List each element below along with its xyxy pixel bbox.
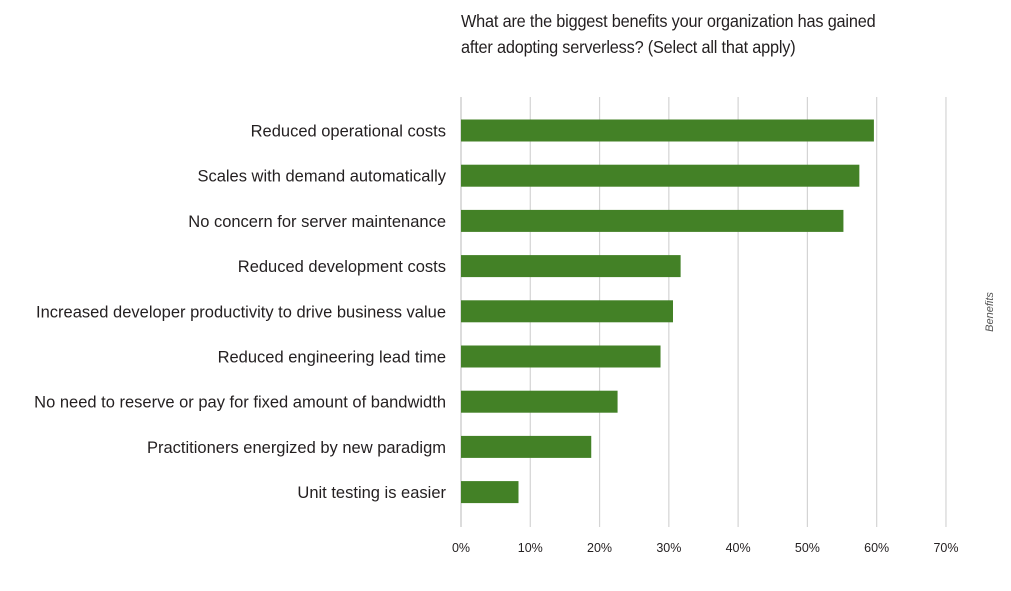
- category-label: Reduced engineering lead time: [218, 349, 446, 367]
- x-tick-label: 50%: [795, 541, 820, 555]
- bar: [461, 481, 519, 504]
- category-label: No need to reserve or pay for fixed amou…: [34, 394, 446, 412]
- bar: [461, 345, 661, 368]
- x-tick-label: 40%: [726, 541, 751, 555]
- category-labels: Reduced operational costs Scales with dem…: [34, 123, 447, 503]
- bars: [461, 119, 874, 504]
- category-label: Increased developer productivity to driv…: [36, 303, 446, 321]
- category-label: Scales with demand automatically: [197, 168, 446, 186]
- category-label: Unit testing is easier: [297, 484, 446, 502]
- bar: [461, 390, 618, 413]
- chart-title: What are the biggest benefits your organ…: [461, 11, 876, 57]
- category-label: Reduced development costs: [238, 258, 446, 276]
- bar: [461, 435, 592, 458]
- bar: [461, 119, 874, 142]
- category-label: No concern for server maintenance: [188, 213, 446, 231]
- x-tick-label: 70%: [933, 541, 958, 555]
- category-label: Practitioners energized by new paradigm: [147, 439, 446, 457]
- y-axis-label: Benefits: [984, 292, 996, 332]
- x-tick-label: 10%: [518, 541, 543, 555]
- x-tick-label: 60%: [864, 541, 889, 555]
- bar: [461, 164, 860, 187]
- x-tick-label: 20%: [587, 541, 612, 555]
- category-label: Reduced operational costs: [251, 123, 446, 141]
- x-tick-label: 30%: [656, 541, 681, 555]
- x-tick-label: 0%: [452, 541, 470, 555]
- x-axis-tick-labels: 0% 10% 20% 30% 40% 50% 60% 70%: [452, 541, 959, 555]
- bar: [461, 255, 681, 278]
- bar: [461, 300, 673, 323]
- bar: [461, 209, 844, 232]
